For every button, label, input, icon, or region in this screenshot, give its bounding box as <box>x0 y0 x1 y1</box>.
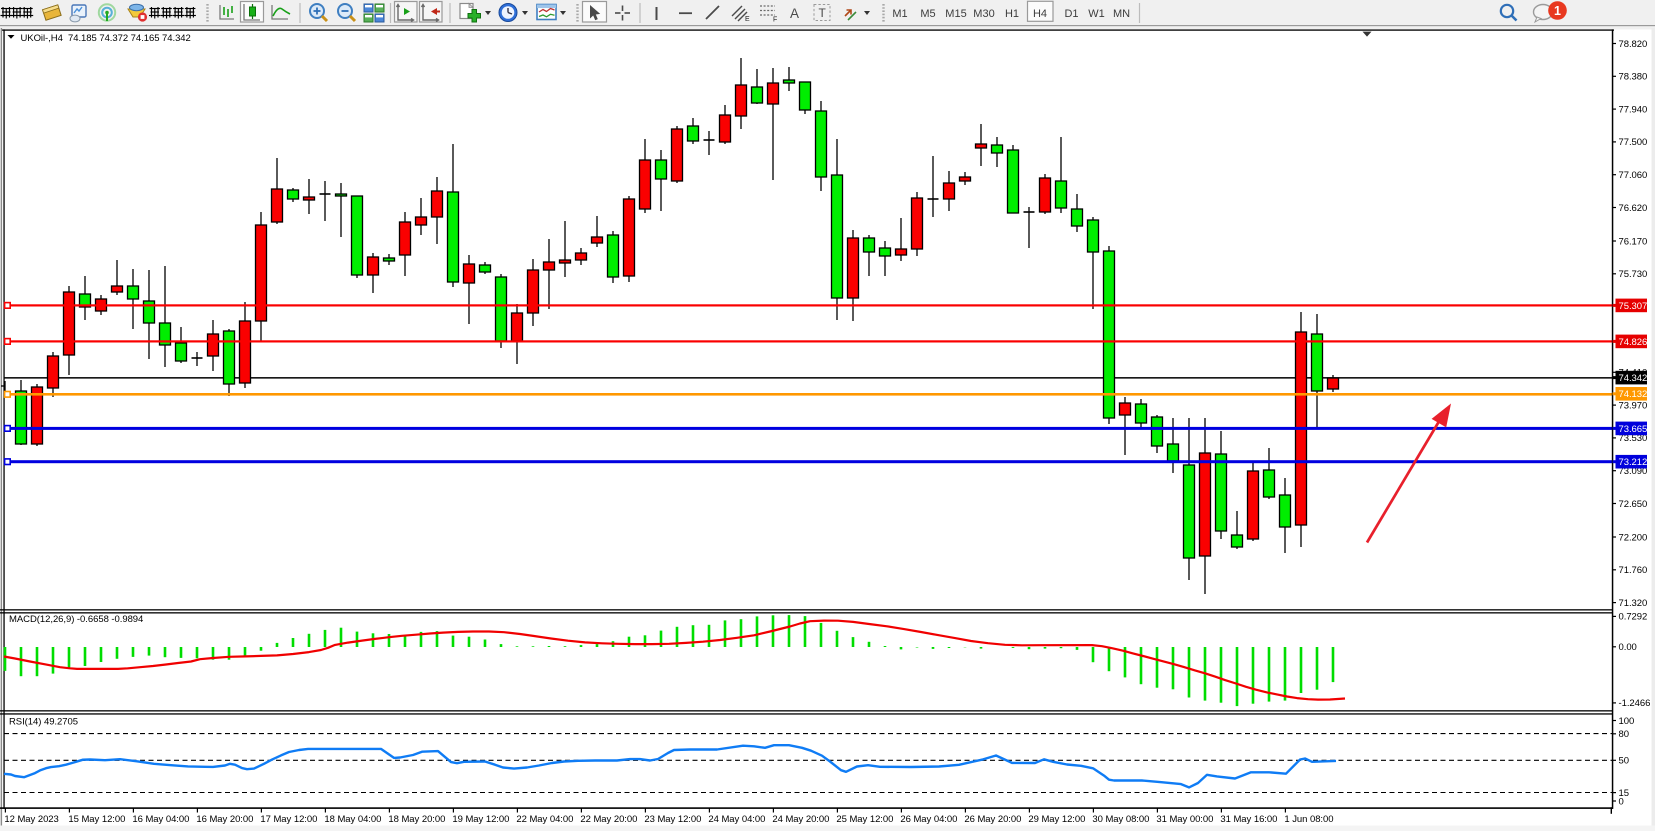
svg-text:16 May 04:00: 16 May 04:00 <box>132 814 189 825</box>
svg-text:31 May 16:00: 31 May 16:00 <box>1220 814 1277 825</box>
svg-text:F: F <box>773 17 777 24</box>
svg-text:75.307: 75.307 <box>1619 301 1648 312</box>
svg-text:18 May 04:00: 18 May 04:00 <box>324 814 381 825</box>
svg-text:18 May 20:00: 18 May 20:00 <box>388 814 445 825</box>
svg-text:0.00: 0.00 <box>1619 642 1637 653</box>
svg-text:22 May 20:00: 22 May 20:00 <box>580 814 637 825</box>
svg-text:72.650: 72.650 <box>1619 499 1648 510</box>
svg-text:26 May 04:00: 26 May 04:00 <box>900 814 957 825</box>
svg-text:73.970: 73.970 <box>1619 400 1648 411</box>
svg-text:73.665: 73.665 <box>1619 424 1648 435</box>
svg-text:A: A <box>790 6 799 21</box>
svg-text:80: 80 <box>1619 729 1629 740</box>
svg-text:M30: M30 <box>973 8 994 20</box>
svg-text:0: 0 <box>1619 796 1624 807</box>
svg-text:72.200: 72.200 <box>1619 532 1648 543</box>
svg-text:77.940: 77.940 <box>1619 104 1648 115</box>
svg-text:25 May 12:00: 25 May 12:00 <box>836 814 893 825</box>
svg-text:76.170: 76.170 <box>1619 236 1648 247</box>
svg-text:78.820: 78.820 <box>1619 39 1648 50</box>
svg-text:17 May 12:00: 17 May 12:00 <box>260 814 317 825</box>
svg-text:74.826: 74.826 <box>1619 337 1648 348</box>
svg-text:24 May 20:00: 24 May 20:00 <box>772 814 829 825</box>
svg-text:77.060: 77.060 <box>1619 170 1648 181</box>
svg-text:MACD(12,26,9) -0.6658 -0.9894: MACD(12,26,9) -0.6658 -0.9894 <box>9 614 143 625</box>
svg-text:31 May 00:00: 31 May 00:00 <box>1156 814 1213 825</box>
svg-text:12 May 2023: 12 May 2023 <box>4 814 58 825</box>
svg-text:22 May 04:00: 22 May 04:00 <box>516 814 573 825</box>
svg-text:0.7292: 0.7292 <box>1619 612 1648 623</box>
svg-text:MN: MN <box>1113 8 1130 20</box>
svg-text:74.342: 74.342 <box>1619 373 1648 384</box>
svg-text:73.530: 73.530 <box>1619 433 1648 444</box>
svg-text:RSI(14) 49.2705: RSI(14) 49.2705 <box>9 717 78 728</box>
svg-text:1 Jun 08:00: 1 Jun 08:00 <box>1284 814 1333 825</box>
svg-text:24 May 04:00: 24 May 04:00 <box>708 814 765 825</box>
svg-text:16 May 20:00: 16 May 20:00 <box>196 814 253 825</box>
svg-text:78.380: 78.380 <box>1619 72 1648 83</box>
svg-text:E: E <box>745 16 750 23</box>
svg-text:M1: M1 <box>892 8 907 20</box>
svg-text:15: 15 <box>1619 788 1629 799</box>
svg-text:73.090: 73.090 <box>1619 466 1648 477</box>
svg-text:M15: M15 <box>945 8 966 20</box>
svg-text:T: T <box>819 6 827 20</box>
svg-text:-1.2466: -1.2466 <box>1619 698 1651 709</box>
svg-text:H4: H4 <box>1033 8 1047 20</box>
svg-text:UKOil-,H4 74.185 74.372 74.16: UKOil-,H4 74.185 74.372 74.165 74.342 <box>21 33 191 44</box>
svg-text:50: 50 <box>1619 756 1629 767</box>
svg-text:73.212: 73.212 <box>1619 457 1648 468</box>
svg-text:75.730: 75.730 <box>1619 269 1648 280</box>
svg-text:H1: H1 <box>1005 8 1019 20</box>
svg-text:19 May 12:00: 19 May 12:00 <box>452 814 509 825</box>
svg-text:30 May 08:00: 30 May 08:00 <box>1092 814 1149 825</box>
svg-text:23 May 12:00: 23 May 12:00 <box>644 814 701 825</box>
svg-text:76.620: 76.620 <box>1619 203 1648 214</box>
svg-text:15 May 12:00: 15 May 12:00 <box>68 814 125 825</box>
svg-text:D1: D1 <box>1064 8 1078 20</box>
svg-text:1: 1 <box>1554 4 1561 18</box>
svg-text:77.500: 77.500 <box>1619 137 1648 148</box>
svg-text:M5: M5 <box>920 8 935 20</box>
svg-text:74.132: 74.132 <box>1619 389 1648 400</box>
svg-text:29 May 12:00: 29 May 12:00 <box>1028 814 1085 825</box>
svg-text:71.760: 71.760 <box>1619 565 1648 576</box>
svg-text:26 May 20:00: 26 May 20:00 <box>964 814 1021 825</box>
svg-text:W1: W1 <box>1088 8 1105 20</box>
svg-text:100: 100 <box>1619 716 1635 727</box>
svg-text:71.320: 71.320 <box>1619 598 1648 609</box>
